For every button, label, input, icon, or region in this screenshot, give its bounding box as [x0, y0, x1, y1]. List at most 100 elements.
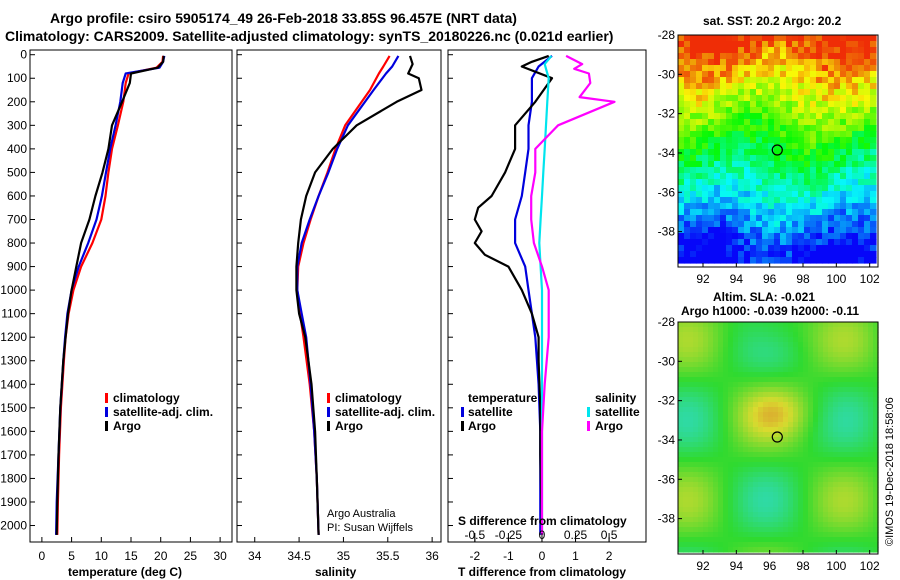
heatmap-cell	[798, 65, 805, 72]
heatmap-cell	[678, 185, 685, 192]
heatmap-cell	[738, 239, 745, 246]
heatmap-cell	[858, 47, 865, 54]
heatmap-cell	[748, 367, 754, 373]
heatmap-cell	[798, 457, 804, 463]
heatmap-cell	[763, 357, 769, 363]
heatmap-cell	[818, 357, 824, 363]
heatmap-cell	[748, 547, 754, 553]
heatmap-cell	[843, 402, 849, 408]
heatmap-cell	[803, 367, 809, 373]
heatmap-cell	[804, 113, 811, 120]
heatmap-cell	[690, 179, 697, 186]
heatmap-cell	[868, 382, 874, 388]
heatmap-cell	[833, 402, 839, 408]
heatmap-cell	[793, 357, 799, 363]
heatmap-cell	[828, 492, 834, 498]
heatmap-cell	[720, 137, 727, 144]
heatmap-cell	[743, 372, 749, 378]
heatmap-cell	[763, 327, 769, 333]
heatmap-cell	[808, 387, 814, 393]
heatmap-cell	[828, 507, 834, 513]
heatmap-cell	[753, 512, 759, 518]
heatmap-cell	[683, 517, 689, 523]
heatmap-cell	[808, 532, 814, 538]
heatmap-cell	[803, 417, 809, 423]
heatmap-cell	[688, 452, 694, 458]
heatmap-cell	[873, 402, 879, 408]
heatmap-cell	[798, 402, 804, 408]
heatmap-cell	[788, 497, 794, 503]
heatmap-cell	[683, 377, 689, 383]
heatmap-cell	[768, 239, 775, 246]
heatmap-cell	[720, 185, 727, 192]
heatmap-cell	[778, 532, 784, 538]
heatmap-cell	[756, 71, 763, 78]
heatmap-cell	[858, 467, 864, 473]
heatmap-cell	[792, 173, 799, 180]
heatmap-cell	[768, 377, 774, 383]
heatmap-cell	[816, 155, 823, 162]
heatmap-cell	[823, 402, 829, 408]
heatmap-cell	[748, 442, 754, 448]
heatmap-cell	[780, 179, 787, 186]
heatmap-cell	[798, 452, 804, 458]
heatmap-cell	[853, 522, 859, 528]
heatmap-cell	[864, 35, 871, 42]
heatmap-cell	[768, 155, 775, 162]
heatmap-cell	[726, 149, 733, 156]
heatmap-cell	[780, 155, 787, 162]
heatmap-cell	[853, 422, 859, 428]
heatmap-cell	[833, 542, 839, 548]
legend-s-satellite-swatch	[587, 407, 590, 417]
heatmap-cell	[788, 487, 794, 493]
heatmap-cell	[838, 522, 844, 528]
heatmap-cell	[768, 53, 775, 60]
heatmap-cell	[804, 209, 811, 216]
heatmap-cell	[823, 392, 829, 398]
heatmap-cell	[774, 143, 781, 150]
heatmap-cell	[843, 422, 849, 428]
heatmap-cell	[738, 427, 744, 433]
heatmap-cell	[793, 492, 799, 498]
heatmap-cell	[683, 402, 689, 408]
heatmap-cell	[870, 89, 877, 96]
heatmap-cell	[702, 65, 709, 72]
heatmap-cell	[804, 77, 811, 84]
heatmap-cell	[738, 167, 745, 174]
heatmap-cell	[708, 457, 714, 463]
heatmap-cell	[853, 372, 859, 378]
heatmap-cell	[868, 522, 874, 528]
heatmap-cell	[748, 467, 754, 473]
heatmap-cell	[778, 342, 784, 348]
heatmap-cell	[840, 257, 847, 264]
heatmap-cell	[778, 427, 784, 433]
heatmap-cell	[768, 77, 775, 84]
heatmap-cell	[803, 322, 809, 328]
heatmap-cell	[684, 143, 691, 150]
heatmap-cell	[720, 257, 727, 264]
heatmap-cell	[848, 432, 854, 438]
heatmap-cell	[733, 512, 739, 518]
heatmap-cell	[804, 173, 811, 180]
heatmap-cell	[773, 337, 779, 343]
heatmap-cell	[708, 397, 714, 403]
heatmap-cell	[762, 77, 769, 84]
heatmap-cell	[720, 245, 727, 252]
heatmap-cell	[738, 197, 745, 204]
heatmap-cell	[816, 59, 823, 66]
heatmap-cell	[702, 203, 709, 210]
heatmap-cell	[828, 245, 835, 252]
heatmap-cell	[838, 502, 844, 508]
heatmap-cell	[818, 437, 824, 443]
heatmap-cell	[798, 83, 805, 90]
heatmap-cell	[846, 221, 853, 228]
heatmap-cell	[713, 407, 719, 413]
heatmap-cell	[768, 167, 775, 174]
heatmap-cell	[720, 161, 727, 168]
heatmap-cell	[783, 362, 789, 368]
heatmap-cell	[864, 197, 871, 204]
heatmap-cell	[798, 467, 804, 473]
heatmap-cell	[703, 457, 709, 463]
heatmap-cell	[768, 41, 775, 48]
heatmap-cell	[788, 327, 794, 333]
